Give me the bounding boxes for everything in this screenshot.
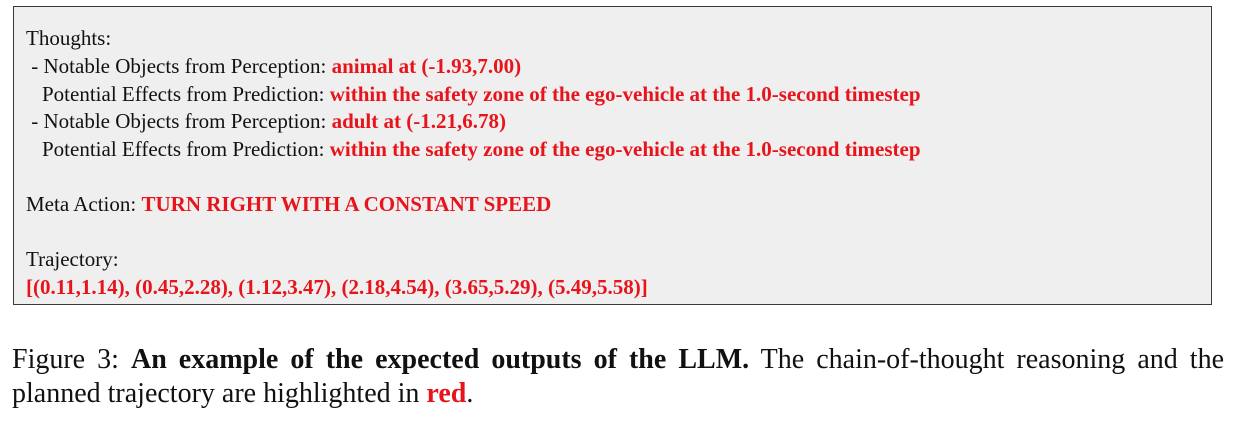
- meta-action-line: Meta Action: TURN RIGHT WITH A CONSTANT …: [26, 192, 551, 216]
- perception-value: animal at (-1.93,7.00): [331, 54, 522, 78]
- perception-label: - Notable Objects from Perception:: [26, 54, 332, 78]
- perception-line-1: - Notable Objects from Perception: anima…: [26, 54, 521, 78]
- perception-label: - Notable Objects from Perception:: [26, 109, 332, 133]
- caption-end: .: [466, 378, 474, 409]
- caption-title: An example of the expected outputs of th…: [130, 344, 750, 375]
- meta-action-value: TURN RIGHT WITH A CONSTANT SPEED: [141, 192, 552, 216]
- perception-line-2: - Notable Objects from Perception: adult…: [26, 109, 506, 133]
- prediction-value: within the safety zone of the ego-vehicl…: [329, 137, 921, 161]
- trajectory-label: Trajectory:: [26, 247, 119, 271]
- perception-value: adult at (-1.21,6.78): [331, 109, 506, 133]
- llm-output-box: Thoughts: - Notable Objects from Percept…: [13, 6, 1212, 305]
- caption-text: The chain-of-thought reasoning and the p…: [12, 344, 1224, 409]
- meta-action-label: Meta Action:: [26, 192, 142, 216]
- caption-red-word: red: [426, 378, 467, 409]
- prediction-label: Potential Effects from Prediction:: [42, 82, 330, 106]
- prediction-value: within the safety zone of the ego-vehicl…: [329, 82, 921, 106]
- figure-caption: Figure 3: An example of the expected out…: [12, 343, 1224, 411]
- thoughts-label: Thoughts:: [26, 26, 112, 50]
- prediction-label: Potential Effects from Prediction:: [42, 137, 330, 161]
- prediction-line-1: Potential Effects from Prediction: withi…: [42, 82, 921, 106]
- trajectory-value: [(0.11,1.14), (0.45,2.28), (1.12,3.47), …: [26, 275, 648, 299]
- figure-label: Figure 3:: [12, 344, 131, 375]
- prediction-line-2: Potential Effects from Prediction: withi…: [42, 137, 921, 161]
